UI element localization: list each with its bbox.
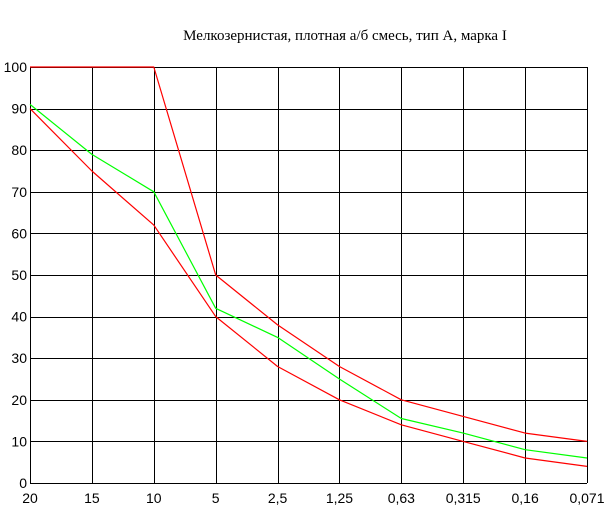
y-tick-label: 60 bbox=[11, 225, 27, 241]
series-line-1 bbox=[30, 66, 588, 442]
x-tick-label: 15 bbox=[84, 490, 100, 506]
chart-title: Мелкозернистая, плотная а/б смесь, тип А… bbox=[183, 28, 507, 44]
y-tick-label: 0 bbox=[19, 475, 27, 491]
plot-area: 0 10 20 30 40 50 60 70 80 90 100 20 15 10 5 2,5 1,25 0,63… bbox=[4, 59, 605, 506]
y-tick-label: 40 bbox=[11, 309, 27, 325]
x-tick-label: 0,16 bbox=[511, 490, 538, 506]
y-tick-label: 100 bbox=[4, 59, 28, 75]
y-tick-label: 30 bbox=[11, 350, 27, 366]
y-tick-label: 90 bbox=[11, 101, 27, 117]
y-tick-label: 80 bbox=[11, 142, 27, 158]
y-tick-label: 50 bbox=[11, 267, 27, 283]
x-tick-label: 0,63 bbox=[388, 490, 415, 506]
x-tick-label: 2,5 bbox=[268, 490, 288, 506]
x-tick-label: 5 bbox=[212, 490, 220, 506]
y-tick-label: 70 bbox=[11, 184, 27, 200]
series-line-2 bbox=[29, 103, 588, 459]
y-tick-label: 20 bbox=[11, 392, 27, 408]
x-tick-label: 0,071 bbox=[569, 490, 604, 506]
x-tick-label: 0,315 bbox=[446, 490, 481, 506]
y-tick-label: 10 bbox=[11, 433, 27, 449]
series-line-3 bbox=[29, 108, 588, 467]
x-tick-label: 10 bbox=[146, 490, 162, 506]
x-tick-label: 20 bbox=[22, 490, 38, 506]
x-tick-label: 1,25 bbox=[326, 490, 353, 506]
